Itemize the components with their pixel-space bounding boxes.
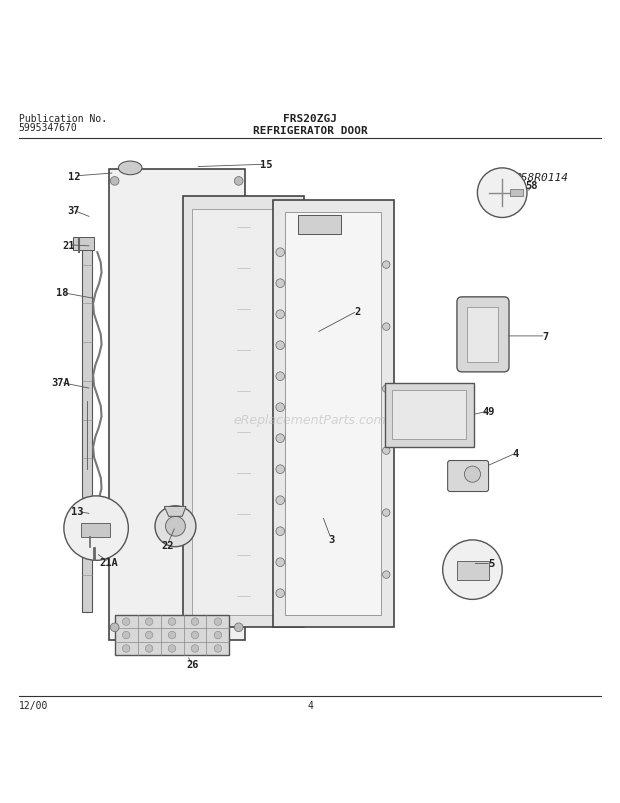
Circle shape xyxy=(234,623,243,632)
Bar xyxy=(392,391,466,440)
Text: 13: 13 xyxy=(71,507,84,516)
Text: FRS20ZGJ: FRS20ZGJ xyxy=(283,113,337,124)
Circle shape xyxy=(276,403,285,412)
Bar xyxy=(192,210,294,615)
Text: 15: 15 xyxy=(260,160,273,170)
Circle shape xyxy=(383,324,390,331)
Circle shape xyxy=(383,571,390,579)
Text: 49: 49 xyxy=(482,406,495,417)
Circle shape xyxy=(477,169,527,218)
Text: 12: 12 xyxy=(68,172,81,181)
Circle shape xyxy=(276,249,285,257)
Text: 5995347670: 5995347670 xyxy=(19,123,78,132)
Circle shape xyxy=(276,341,285,350)
Circle shape xyxy=(276,434,285,443)
Circle shape xyxy=(383,385,390,393)
FancyBboxPatch shape xyxy=(385,384,474,447)
Bar xyxy=(467,308,498,362)
Circle shape xyxy=(122,631,130,639)
Circle shape xyxy=(383,447,390,454)
FancyBboxPatch shape xyxy=(73,238,94,251)
Circle shape xyxy=(168,631,176,639)
Circle shape xyxy=(276,465,285,474)
Circle shape xyxy=(122,618,130,626)
Circle shape xyxy=(155,506,196,547)
Circle shape xyxy=(214,618,222,626)
Circle shape xyxy=(145,618,153,626)
Bar xyxy=(82,241,92,612)
Circle shape xyxy=(214,631,222,639)
Text: 3: 3 xyxy=(328,534,334,544)
Circle shape xyxy=(191,631,199,639)
Bar xyxy=(108,169,245,640)
Text: 21: 21 xyxy=(62,240,74,251)
FancyBboxPatch shape xyxy=(448,461,489,492)
Circle shape xyxy=(191,645,199,652)
Circle shape xyxy=(64,496,128,560)
Text: 37A: 37A xyxy=(51,378,70,388)
Circle shape xyxy=(145,645,153,652)
Circle shape xyxy=(145,631,153,639)
Text: 58: 58 xyxy=(526,181,538,191)
Circle shape xyxy=(276,589,285,597)
Circle shape xyxy=(110,177,119,186)
Circle shape xyxy=(383,262,390,269)
Bar xyxy=(81,524,110,537)
Text: REFRIGERATOR DOOR: REFRIGERATOR DOOR xyxy=(252,126,368,136)
Text: Publication No.: Publication No. xyxy=(19,113,107,124)
Bar xyxy=(457,561,489,580)
Bar xyxy=(510,190,523,198)
Circle shape xyxy=(168,618,176,626)
FancyBboxPatch shape xyxy=(457,297,509,373)
Text: 21A: 21A xyxy=(99,557,118,568)
Text: 4: 4 xyxy=(307,700,313,710)
Text: eReplacementParts.com: eReplacementParts.com xyxy=(234,414,386,426)
Circle shape xyxy=(122,645,130,652)
Circle shape xyxy=(276,373,285,381)
Text: 12/00: 12/00 xyxy=(19,700,48,710)
Circle shape xyxy=(276,279,285,288)
Text: 37: 37 xyxy=(67,206,79,216)
Bar xyxy=(285,213,381,615)
Text: 22: 22 xyxy=(161,540,174,550)
Bar xyxy=(115,615,229,655)
Circle shape xyxy=(276,496,285,505)
Text: 7: 7 xyxy=(542,332,549,341)
Text: 4: 4 xyxy=(513,449,519,459)
Text: 26: 26 xyxy=(186,660,198,670)
Circle shape xyxy=(276,558,285,567)
Text: 5: 5 xyxy=(488,559,494,569)
Bar xyxy=(273,200,394,627)
Circle shape xyxy=(276,528,285,536)
Text: 18: 18 xyxy=(56,288,68,298)
Text: 2: 2 xyxy=(354,307,360,316)
Bar xyxy=(298,216,341,234)
Circle shape xyxy=(166,516,185,536)
Text: P58R0114: P58R0114 xyxy=(515,173,569,182)
Circle shape xyxy=(234,177,243,186)
Circle shape xyxy=(191,618,199,626)
Bar xyxy=(183,198,304,627)
Polygon shape xyxy=(164,507,186,516)
Circle shape xyxy=(383,509,390,516)
Ellipse shape xyxy=(118,162,142,176)
Circle shape xyxy=(443,540,502,600)
Circle shape xyxy=(168,645,176,652)
Circle shape xyxy=(110,623,119,632)
Circle shape xyxy=(276,311,285,319)
Circle shape xyxy=(214,645,222,652)
Circle shape xyxy=(464,467,480,483)
